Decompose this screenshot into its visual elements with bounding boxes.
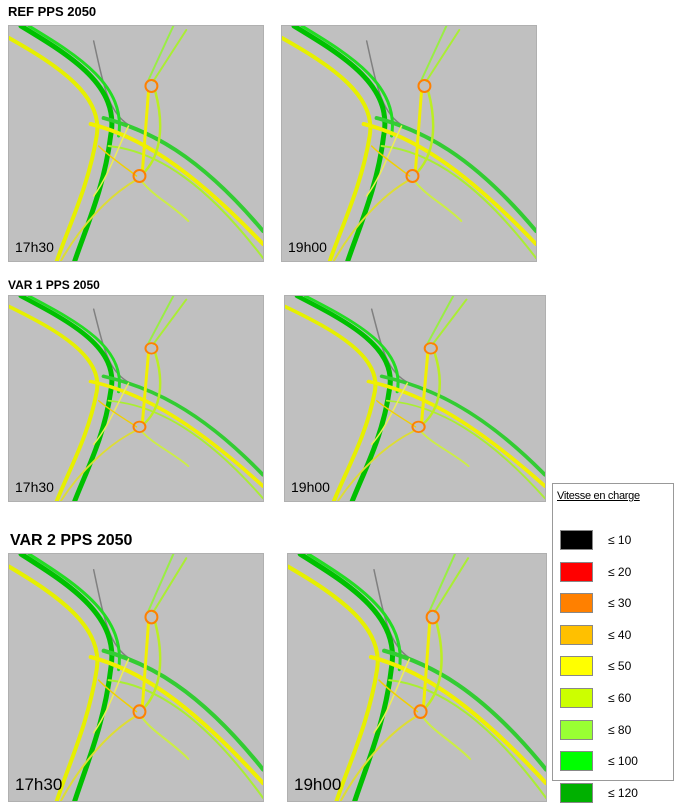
- map-panel: 19h00: [281, 25, 537, 262]
- legend-label: ≤ 20: [608, 565, 631, 579]
- road: [142, 182, 188, 221]
- time-label: 19h00: [288, 239, 327, 255]
- road: [153, 30, 186, 81]
- road: [109, 680, 263, 798]
- time-label: 17h30: [15, 239, 54, 255]
- road: [382, 146, 536, 258]
- legend-label: ≤ 40: [608, 628, 631, 642]
- legend-label: ≤ 50: [608, 659, 631, 673]
- road: [153, 558, 186, 612]
- map: [9, 296, 263, 501]
- road: [435, 558, 468, 612]
- time-label: 19h00: [291, 479, 330, 495]
- road: [142, 432, 188, 466]
- section-title: VAR 2 PPS 2050: [10, 532, 132, 550]
- roundabout: [145, 343, 157, 353]
- legend-swatch: [560, 562, 593, 582]
- legend-label: ≤ 120: [608, 786, 638, 800]
- time-label: 17h30: [15, 479, 54, 495]
- legend-swatch: [560, 593, 593, 613]
- road: [433, 299, 467, 343]
- road: [148, 296, 173, 343]
- legend-swatch: [560, 656, 593, 676]
- legend-label: ≤ 30: [608, 596, 631, 610]
- roundabout: [418, 80, 430, 92]
- legend-label: ≤ 80: [608, 723, 631, 737]
- road: [422, 432, 469, 466]
- legend-title: Vitesse en charge: [557, 490, 640, 502]
- map: [9, 554, 263, 801]
- road: [387, 401, 545, 499]
- roundabout: [145, 611, 157, 624]
- legend-swatch: [560, 720, 593, 740]
- map-panel: 17h30: [8, 295, 264, 502]
- section-title: VAR 1 PPS 2050: [8, 278, 100, 292]
- road: [153, 299, 186, 343]
- roundabout: [427, 611, 439, 624]
- legend-swatch: [560, 783, 593, 803]
- road: [415, 182, 461, 221]
- road: [148, 26, 173, 80]
- time-label: 17h30: [15, 775, 62, 795]
- map: [285, 296, 545, 501]
- legend-label: ≤ 10: [608, 533, 631, 547]
- road: [142, 718, 188, 759]
- road: [109, 146, 263, 258]
- map: [9, 26, 263, 261]
- map-panel: 17h30: [8, 553, 264, 802]
- roundabout: [145, 80, 157, 92]
- time-label: 19h00: [294, 775, 341, 795]
- map: [282, 26, 536, 261]
- page: {"sections": [ {"title": "REF PPS 2050",…: [0, 0, 676, 812]
- road: [148, 554, 173, 611]
- map-panel: 19h00: [284, 295, 546, 502]
- legend-label: ≤ 100: [608, 754, 638, 768]
- road: [430, 554, 455, 611]
- map-panel: 19h00: [287, 553, 547, 802]
- road: [109, 401, 263, 499]
- legend-swatch: [560, 688, 593, 708]
- road: [426, 30, 459, 81]
- legend-swatch: [560, 625, 593, 645]
- legend-swatch: [560, 530, 593, 550]
- section-title: REF PPS 2050: [8, 4, 96, 19]
- legend-swatch: [560, 751, 593, 771]
- road: [421, 26, 446, 80]
- map-panel: 17h30: [8, 25, 264, 262]
- road: [389, 680, 546, 798]
- roundabout: [425, 343, 437, 353]
- legend-label: ≤ 60: [608, 691, 631, 705]
- road: [428, 296, 453, 343]
- map: [288, 554, 546, 801]
- legend: Vitesse en charge ≤ 10 ≤ 20 ≤ 30 ≤ 40 ≤ 50 ≤ …: [552, 483, 674, 781]
- road: [424, 718, 471, 759]
